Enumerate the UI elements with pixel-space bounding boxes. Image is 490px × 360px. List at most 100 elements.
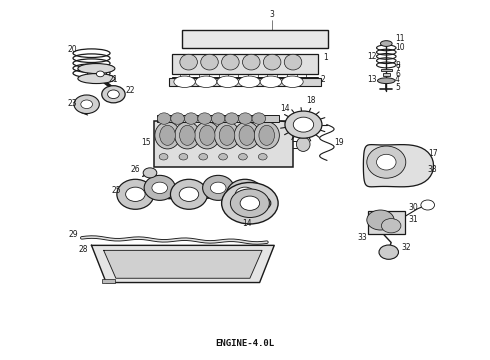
Text: 11: 11 [395,35,405,44]
Ellipse shape [184,113,198,124]
Text: 38: 38 [428,165,438,174]
Ellipse shape [294,117,314,132]
Ellipse shape [258,154,267,160]
Text: 23: 23 [67,99,77,108]
Text: 5: 5 [395,83,400,92]
Ellipse shape [97,71,104,77]
Polygon shape [364,145,434,187]
Text: 13: 13 [367,76,376,85]
Ellipse shape [125,187,145,202]
Ellipse shape [239,76,260,87]
Ellipse shape [376,154,396,170]
Ellipse shape [243,54,260,70]
Text: 29: 29 [69,230,78,239]
Ellipse shape [102,86,125,103]
Ellipse shape [252,113,266,124]
Text: 18: 18 [306,96,316,105]
Ellipse shape [379,245,398,259]
Ellipse shape [198,113,212,124]
Ellipse shape [264,54,281,70]
Bar [157,115,279,122]
Text: 24: 24 [267,193,276,202]
Ellipse shape [367,146,406,178]
Ellipse shape [74,95,99,113]
Ellipse shape [199,154,208,160]
Ellipse shape [240,196,260,210]
Ellipse shape [210,182,226,194]
Ellipse shape [285,111,322,138]
Ellipse shape [201,54,218,70]
Ellipse shape [180,54,197,70]
Text: 25: 25 [111,186,121,195]
Text: ENGINE-4.0L: ENGINE-4.0L [216,339,274,348]
Text: 19: 19 [334,138,344,147]
Text: 12: 12 [367,52,376,61]
Ellipse shape [381,219,401,233]
Text: 3: 3 [270,9,274,18]
Ellipse shape [157,113,171,124]
Ellipse shape [235,187,255,202]
Ellipse shape [171,113,184,124]
Ellipse shape [160,125,175,145]
Ellipse shape [219,125,235,145]
Bar [87,68,106,78]
Ellipse shape [259,125,274,145]
Ellipse shape [221,54,239,70]
Ellipse shape [254,122,279,149]
Bar [172,54,318,74]
Ellipse shape [78,73,115,84]
Polygon shape [104,250,262,278]
Text: 21: 21 [109,76,118,85]
Ellipse shape [380,41,392,46]
Bar [170,78,320,86]
Ellipse shape [159,154,168,160]
Ellipse shape [225,113,239,124]
Text: 32: 32 [401,243,411,252]
Ellipse shape [211,113,225,124]
Ellipse shape [421,200,435,210]
Text: 27: 27 [252,215,262,224]
Ellipse shape [175,122,200,149]
Text: 22: 22 [125,86,135,95]
Ellipse shape [217,76,239,87]
Ellipse shape [179,125,195,145]
Text: 15: 15 [142,138,151,147]
Ellipse shape [260,76,282,87]
Ellipse shape [226,179,264,209]
Text: 7: 7 [395,64,400,73]
Ellipse shape [155,122,180,149]
Ellipse shape [221,183,278,224]
Text: 31: 31 [408,215,418,224]
Text: 17: 17 [428,149,438,158]
Ellipse shape [230,189,270,217]
Text: 33: 33 [357,233,367,242]
Bar [102,279,115,283]
Ellipse shape [284,54,302,70]
Bar [154,121,293,167]
Bar [182,30,328,48]
Text: 6: 6 [395,70,400,79]
Ellipse shape [214,122,240,149]
Bar [368,211,405,234]
Ellipse shape [282,76,303,87]
Text: 26: 26 [131,166,140,175]
Ellipse shape [199,125,215,145]
Ellipse shape [78,64,115,73]
Polygon shape [92,246,274,283]
Ellipse shape [219,154,227,160]
Ellipse shape [117,179,154,209]
Ellipse shape [239,125,255,145]
Ellipse shape [171,179,207,209]
Text: 14: 14 [281,104,290,113]
Ellipse shape [144,175,175,201]
Ellipse shape [296,137,310,152]
Ellipse shape [367,210,394,230]
Ellipse shape [239,113,252,124]
Ellipse shape [239,154,247,160]
Text: 2: 2 [320,76,325,85]
Text: 14: 14 [243,219,252,228]
Ellipse shape [81,100,93,109]
Text: 28: 28 [78,245,88,254]
Text: 10: 10 [395,43,405,52]
Ellipse shape [196,76,217,87]
